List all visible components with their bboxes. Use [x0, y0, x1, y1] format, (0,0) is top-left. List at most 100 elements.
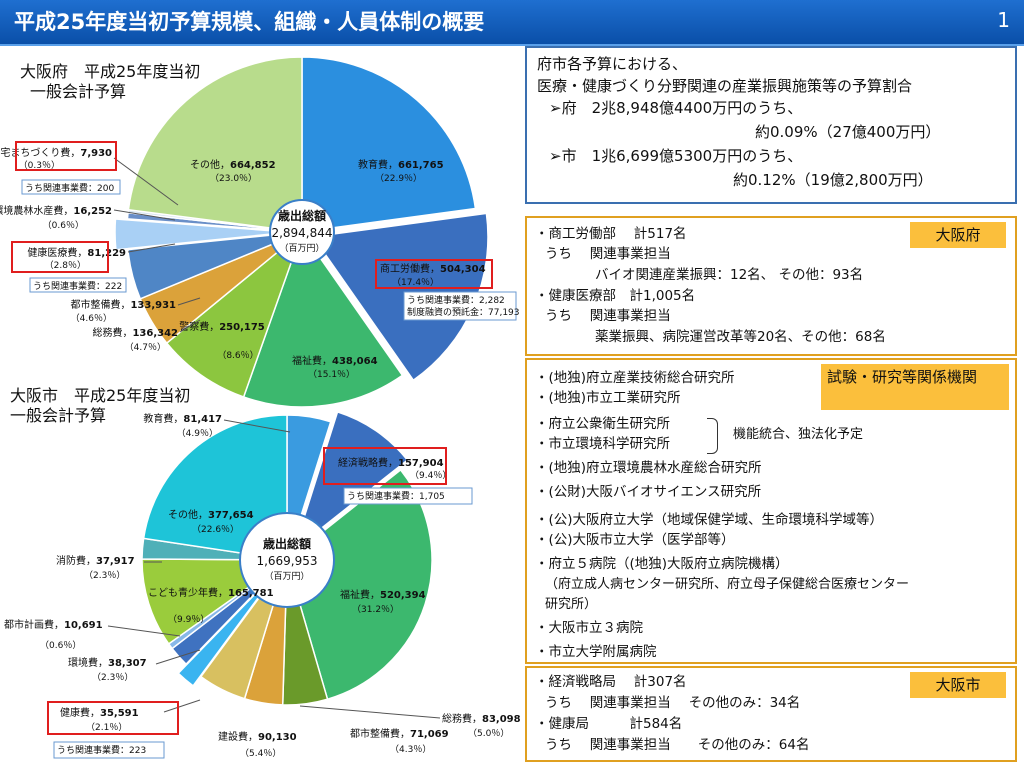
slice-value: 90,130 [258, 732, 297, 743]
slice-label: 健康医療費，81,229 [27, 246, 126, 259]
slice-label: 都市整備費，71,069 [350, 727, 449, 740]
slice-value: 83,098 [482, 714, 520, 725]
staff-line: ・健康医療部 計1,005名 [535, 288, 696, 304]
center-label: 歳出総額 [263, 536, 311, 551]
pie-slice [177, 568, 280, 687]
slice-pct: （2.3％） [92, 672, 133, 683]
slice-pct: （22.9％） [375, 173, 422, 184]
slice-value: 71,069 [410, 729, 449, 740]
slice-label: 福祉費，438,064 [292, 354, 378, 367]
slice-pct: （4.9％） [177, 428, 218, 439]
leader-line [179, 319, 201, 333]
staff-line: ・商工労働部 計517名 [535, 226, 687, 242]
leader-line [223, 419, 291, 433]
pref-staff-box: 大阪府 ・商工労働部 計517名 うち 関連事業担当 バイオ関連産業振興：12名… [525, 216, 1017, 356]
center-total: 1,669,953 [256, 554, 317, 568]
slice-label: 教育費，661,765 [358, 158, 444, 171]
note-text: うち関連事業費：223 [57, 744, 146, 756]
slice-label: 経済戦略費，157,904 [338, 456, 444, 469]
center-unit: （百万円） [279, 243, 324, 254]
slice-label: 福祉費，520,394 [340, 588, 426, 601]
note-text: うち関連事業費：222 [33, 280, 122, 292]
ratio-line: 府市各予算における、 [537, 55, 688, 73]
note-text: うち関連事業費：200 [25, 182, 114, 194]
note-box [29, 277, 127, 293]
pie-slice [127, 56, 303, 233]
slice-pct: （5.4％） [240, 748, 281, 759]
slice-pct: （2.1％） [86, 722, 127, 733]
budget-pie-charts: 歳出総額 2,894,844 （百万円） 教育費，661,765 （22.9％） 商工労働… [0, 56, 520, 759]
institution-item: ・(公財)大阪バイオサイエンス研究所 [535, 484, 762, 500]
highlight-box [15, 141, 117, 171]
note-text: うち関連事業費：2,282 [407, 294, 505, 306]
highlight-box [375, 259, 493, 289]
slice-label: 総務費，136,342 [92, 326, 178, 339]
institution-item: ・(地独)市立工業研究所 [535, 390, 681, 406]
ratio-line: 約0.12%（19億2,800万円） [733, 171, 933, 189]
highlight-box [47, 701, 179, 735]
slice-label: その他，664,852 [190, 158, 276, 171]
slice-label: 都市計画費，10,691 [4, 618, 103, 631]
pie-slice [127, 231, 303, 300]
city-staff-box: 大阪市 ・経済戦略局 計307名 うち 関連事業担当 その他のみ：34名 ・健康… [525, 666, 1017, 762]
slice-label: こども青少年費，165,781 [148, 586, 274, 599]
leader-line [127, 243, 176, 253]
slice-label: 都市整備費，133,931 [70, 298, 176, 311]
institution-item: （府立成人病センター研究所、府立母子保健総合医療センター [545, 577, 910, 592]
slice-label: 環境農林水産費，16,252 [0, 204, 112, 217]
institution-item: 研究所） [545, 597, 598, 612]
brace-bracket [707, 418, 718, 454]
highlight-box [323, 447, 447, 485]
slice-pct: （9.4％） [410, 470, 451, 481]
staff-line: うち 関連事業担当 [545, 308, 671, 324]
center-unit: （百万円） [264, 571, 309, 582]
slice-pct: （23.0％） [210, 173, 257, 184]
institution-item: ・市立環境科学研究所 [535, 436, 670, 452]
leader-line [107, 625, 181, 637]
leader-line [177, 297, 201, 306]
slice-label: 商工労働費，504,304 [380, 262, 486, 275]
ratio-line: ➢市 1兆6,699億5300万円のうち、 [549, 147, 803, 165]
slice-label: 住宅まちづくり費，7,930 [0, 146, 112, 159]
pref-chart-title: 大阪府 平成25年度当初 一般会計予算 [20, 62, 200, 102]
staff-line: バイオ関連産業振興：12名、 その他：93名 [595, 267, 864, 283]
slice-pct: （4.3％） [390, 744, 431, 755]
staff-line: うち 関連事業担当 [545, 246, 671, 262]
institution-item: ・府立５病院（(地独)大阪府立病院機構） [535, 556, 789, 572]
leader-line [163, 699, 201, 713]
staff-line: ・経済戦略局 計307名 [535, 674, 687, 690]
pie-slice [292, 410, 409, 553]
ratio-line: ➢府 2兆8,948億4400万円のうち、 [549, 99, 803, 117]
slice-label: 健康費，35,591 [60, 706, 139, 719]
slice-value: 250,175 [219, 322, 265, 333]
slice-pct: （22.6％） [192, 524, 239, 535]
staff-line: うち 関連事業担当 その他のみ：64名 [545, 737, 810, 753]
slice-label: 建設費，90,130 [218, 730, 297, 743]
slice-value: 10,691 [64, 620, 103, 631]
city-title-line1: 大阪市 平成25年度当初 [10, 386, 191, 405]
city-tag: 大阪市 [910, 672, 1006, 698]
ratio-line: 医療・健康づくり分野関連の産業振興施策等の予算割合 [537, 77, 913, 95]
slice-value: 165,781 [228, 588, 274, 599]
institution-item: ・(公)大阪府立大学（地域保健学域、生命環境科学域等） [535, 512, 884, 528]
page-number: 1 [997, 8, 1010, 32]
slice-pct: （8.6％） [217, 350, 258, 361]
slice-label: 環境費，38,307 [68, 656, 147, 669]
slice-pct: （31.2％） [352, 604, 399, 615]
slice-pct: （0.6％） [43, 220, 84, 231]
slice-pct: （2.3％） [84, 570, 125, 581]
pie-slice [165, 229, 304, 398]
slice-pct: （17.4％） [392, 277, 439, 288]
slice-pct: （4.7％） [125, 342, 166, 353]
brace-note: 機能統合、独法化予定 [733, 427, 864, 442]
institution-item: ・(地独)府立環境農林水産総合研究所 [535, 460, 762, 476]
slice-pct: （9.9％） [168, 614, 209, 625]
leader-line [155, 649, 201, 665]
staff-line: うち 関連事業担当 その他のみ：34名 [545, 695, 801, 711]
ratio-line: 約0.09%（27億400万円） [755, 123, 941, 141]
institutions-tag: 試験・研究等関係機関 [821, 364, 1009, 410]
slice-pct: （2.8％） [45, 260, 86, 271]
note-box [53, 741, 165, 759]
note-text: うち関連事業費：1,705 [347, 490, 445, 502]
leader-line [113, 209, 176, 221]
